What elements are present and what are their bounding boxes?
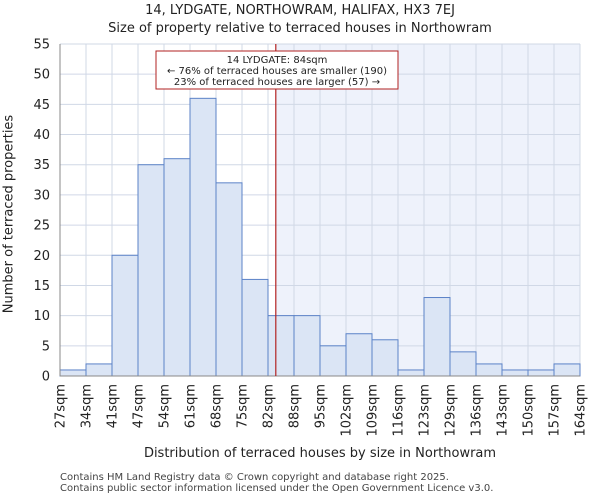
y-tick-label: 40: [33, 128, 50, 143]
y-tick-label: 5: [42, 339, 50, 354]
y-tick-label: 0: [42, 370, 50, 385]
x-tick-label: 109sqm: [366, 384, 381, 437]
y-tick-label: 35: [33, 158, 50, 173]
x-tick-label: 34sqm: [80, 384, 95, 428]
x-tick-label: 95sqm: [314, 384, 329, 428]
y-tick-label: 55: [33, 38, 50, 53]
y-tick-label: 45: [33, 98, 50, 113]
bar: [85, 363, 113, 377]
x-tick-label: 164sqm: [574, 384, 589, 437]
y-tick-label: 30: [33, 188, 50, 203]
bar: [501, 369, 529, 377]
bar: [163, 158, 191, 377]
bar: [59, 369, 87, 377]
bar: [371, 339, 399, 377]
bar: [527, 369, 555, 377]
annotation-box: [155, 50, 399, 90]
bar: [553, 363, 581, 377]
x-tick-label: 27sqm: [54, 384, 69, 428]
x-axis-label: Distribution of terraced houses by size …: [143, 446, 497, 461]
chart-title: 14, LYDGATE, NORTHOWRAM, HALIFAX, HX3 7E…: [145, 3, 455, 18]
bar: [319, 345, 347, 377]
y-axis-label: Number of terraced properties: [1, 114, 17, 314]
bar: [111, 254, 139, 377]
x-tick-label: 68sqm: [210, 384, 225, 428]
x-tick-label: 41sqm: [106, 384, 121, 428]
chart-subtitle: Size of property relative to terraced ho…: [108, 21, 492, 36]
bar: [397, 369, 425, 377]
x-tick-label: 150sqm: [522, 384, 537, 437]
bar: [189, 97, 217, 377]
x-tick-label: 54sqm: [158, 384, 173, 428]
bar: [215, 182, 243, 377]
x-tick-label: 102sqm: [340, 384, 355, 437]
bar: [475, 363, 503, 377]
bar: [293, 315, 321, 377]
x-tick-label: 116sqm: [392, 384, 407, 437]
bar: [267, 315, 295, 377]
bar: [241, 278, 269, 377]
bar: [137, 164, 165, 377]
x-tick-label: 123sqm: [418, 384, 433, 437]
x-tick-label: 88sqm: [288, 384, 303, 428]
x-tick-label: 75sqm: [236, 384, 251, 428]
y-tick-label: 25: [33, 219, 50, 234]
x-tick-label: 136sqm: [470, 384, 485, 437]
x-tick-label: 129sqm: [444, 384, 459, 437]
footer-line-2: Contains public sector information licen…: [60, 483, 494, 494]
annotation-text: ← 76% of terraced houses are smaller (19…: [167, 66, 387, 77]
x-tick-label: 157sqm: [548, 384, 563, 437]
annotation-text: 14 LYDGATE: 84sqm: [227, 55, 328, 66]
x-tick-label: 61sqm: [184, 384, 199, 428]
bar: [449, 351, 477, 377]
y-tick-label: 50: [33, 68, 50, 83]
y-tick-label: 15: [33, 279, 50, 294]
x-tick-label: 82sqm: [262, 384, 277, 428]
annotation-text: 23% of terraced houses are larger (57) →: [174, 77, 380, 88]
y-tick-label: 20: [33, 249, 50, 264]
bar: [345, 333, 373, 377]
footer-line-1: Contains HM Land Registry data © Crown c…: [60, 472, 449, 483]
y-tick-label: 10: [33, 309, 50, 324]
x-tick-label: 47sqm: [132, 384, 147, 428]
bar: [423, 297, 451, 377]
x-tick-label: 143sqm: [496, 384, 511, 437]
